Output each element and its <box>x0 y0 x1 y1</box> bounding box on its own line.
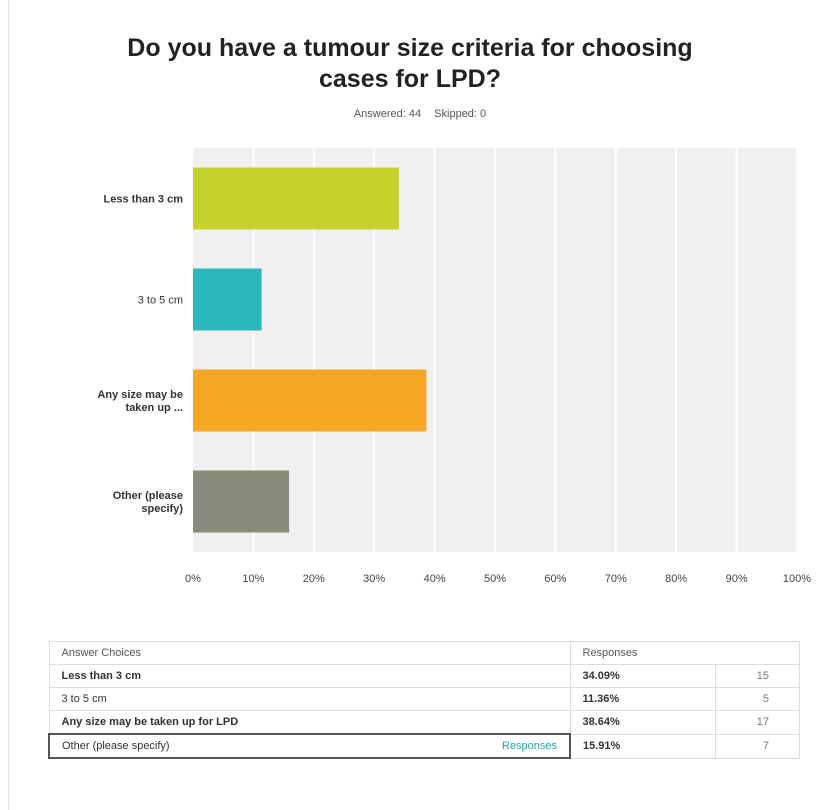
category-label: Other (please <box>113 490 183 502</box>
row-choice: Any size may be taken up for LPD <box>48 710 571 735</box>
category-label: Any size may be <box>97 389 183 401</box>
bar <box>193 470 290 533</box>
x-tick-label: 80% <box>665 573 687 585</box>
x-tick-label: 20% <box>303 573 325 585</box>
x-tick-label: 100% <box>783 573 811 585</box>
x-tick-label: 40% <box>424 573 446 585</box>
responses-table: Answer Choices Responses Less than 3 cm … <box>48 641 800 759</box>
bar <box>193 369 427 432</box>
header-answer-choices: Answer Choices <box>48 641 571 665</box>
response-stats: Answered: 44 Skipped: 0 <box>250 108 590 120</box>
row-count: 15 <box>714 664 800 688</box>
row-choice-cell: Other (please specify) Responses <box>48 733 571 759</box>
category-label: Less than 3 cm <box>104 194 184 206</box>
category-label: specify) <box>141 503 183 515</box>
row-count: 5 <box>714 687 800 711</box>
row-choice: Less than 3 cm <box>48 664 571 688</box>
bar-chart: 0% 10% 20% 30% 40% 50% 60% 70% 80% 90% 100% Less th… <box>97 148 811 585</box>
x-tick-label: 50% <box>484 573 506 585</box>
panel-left-border <box>8 0 9 810</box>
table-header-row: Answer Choices Responses <box>48 641 800 665</box>
table-row: Any size may be taken up for LPD 38.64% … <box>48 710 800 735</box>
table-row: Other (please specify) Responses 15.91% … <box>48 733 800 759</box>
row-percent: 15.91% <box>569 733 716 759</box>
row-count: 17 <box>714 710 800 735</box>
x-tick-label: 30% <box>363 573 385 585</box>
x-tick-label: 70% <box>605 573 627 585</box>
category-label: taken up ... <box>126 402 183 414</box>
row-percent: 34.09% <box>569 664 716 688</box>
x-tick-label: 10% <box>242 573 264 585</box>
x-tick-label: 0% <box>185 573 201 585</box>
category-label: 3 to 5 cm <box>138 295 183 307</box>
table-row: 3 to 5 cm 11.36% 5 <box>48 687 800 711</box>
x-tick-label: 90% <box>726 573 748 585</box>
skipped-count: Skipped: 0 <box>434 108 487 120</box>
row-choice: Other (please specify) <box>62 740 170 752</box>
answered-count: Answered: 44 <box>353 108 422 120</box>
row-count: 7 <box>714 733 800 759</box>
bar <box>193 268 262 331</box>
table-row: Less than 3 cm 34.09% 15 <box>48 664 800 688</box>
responses-link[interactable]: Responses <box>501 740 557 752</box>
x-tick-label: 60% <box>544 573 566 585</box>
row-choice: 3 to 5 cm <box>48 687 571 711</box>
bar <box>193 167 399 230</box>
row-percent: 38.64% <box>569 710 716 735</box>
header-responses: Responses <box>569 641 800 665</box>
chart-title: Do you have a tumour size criteria for c… <box>127 34 693 93</box>
row-percent: 11.36% <box>569 687 716 711</box>
